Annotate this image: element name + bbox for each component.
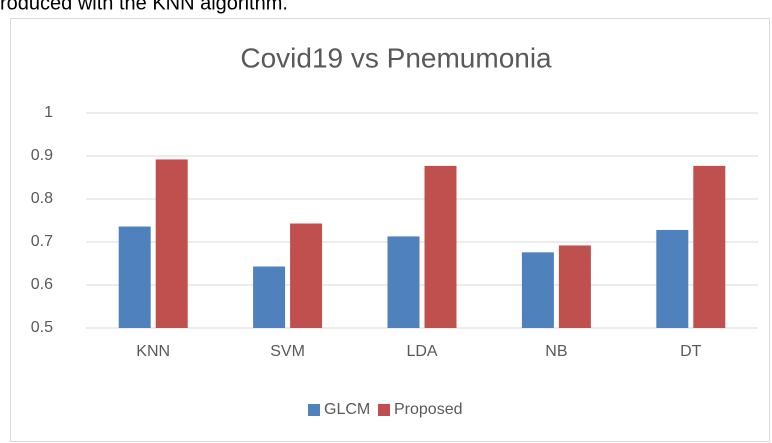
x-tick-label: NB — [545, 343, 567, 360]
y-tick-label: 0.8 — [31, 190, 53, 207]
bar — [656, 229, 689, 328]
y-tick-label: 0.9 — [31, 147, 53, 164]
x-tick-label: DT — [680, 343, 702, 360]
legend-swatch — [378, 404, 390, 416]
bar — [253, 266, 286, 328]
bar — [118, 226, 151, 328]
y-tick-label: 0.5 — [31, 319, 53, 336]
bar — [521, 252, 554, 328]
y-tick-label: 0.7 — [31, 233, 53, 250]
y-tick-label: 1 — [44, 104, 53, 121]
bar — [424, 165, 457, 328]
bar — [387, 236, 420, 328]
x-tick-label: LDA — [406, 343, 437, 360]
x-tick-label: KNN — [136, 343, 170, 360]
legend-swatch — [308, 404, 320, 416]
bar — [693, 165, 726, 328]
legend-label: Proposed — [394, 401, 463, 418]
legend-label: GLCM — [324, 401, 370, 418]
bar — [290, 223, 323, 328]
text-above: roduced with the KNN algorithm. — [0, 0, 288, 14]
chart-title: Covid19 vs Pnemumonia — [240, 42, 552, 73]
bar — [558, 245, 591, 328]
bar — [155, 159, 188, 328]
x-tick-label: SVM — [270, 343, 305, 360]
y-tick-label: 0.6 — [31, 276, 53, 293]
